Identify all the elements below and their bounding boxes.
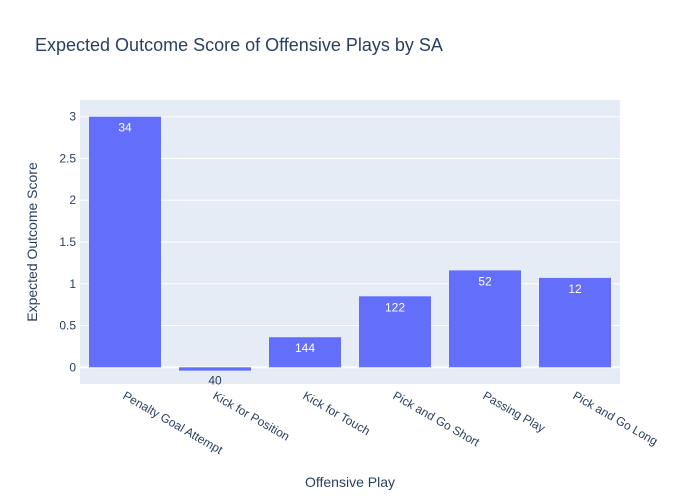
bar[interactable] [449, 270, 521, 368]
x-axis-title: Offensive Play [305, 474, 395, 490]
y-tick-label: 0 [69, 360, 76, 374]
x-tick-label: Passing Play [481, 388, 548, 435]
bar-labels: 34 40 144 122 52 12 [118, 121, 582, 388]
x-tick-label: Pick and Go Short [391, 388, 483, 449]
bar-value-label: 52 [478, 274, 492, 288]
bar[interactable] [179, 367, 251, 371]
bar-value-label: 40 [208, 374, 222, 388]
y-tick-label: 0.5 [59, 319, 76, 333]
y-axis-title: Expected Outcome Score [24, 162, 40, 322]
bar-value-label: 34 [118, 121, 132, 135]
y-axis-ticks: 0 0.5 1 1.5 2 2.5 3 [59, 110, 76, 375]
y-tick-label: 1.5 [59, 235, 76, 249]
bar[interactable] [359, 296, 431, 368]
x-tick-label: Kick for Position [211, 388, 293, 443]
bar-value-label: 144 [295, 341, 315, 355]
bar[interactable] [539, 277, 611, 368]
y-tick-label: 1 [69, 277, 76, 291]
y-tick-label: 2.5 [59, 151, 76, 165]
chart-title: Expected Outcome Score of Offensive Play… [35, 35, 443, 55]
bar[interactable] [269, 337, 341, 368]
bar-value-label: 122 [385, 300, 405, 314]
x-tick-label: Pick and Go Long [571, 388, 661, 448]
bar[interactable] [89, 116, 161, 368]
bars [89, 116, 611, 371]
bar-value-label: 12 [568, 282, 582, 296]
y-tick-label: 2 [69, 193, 76, 207]
gridlines [80, 116, 620, 369]
x-tick-label: Penalty Goal Attempt [121, 388, 226, 457]
x-tick-label: Kick for Touch [301, 388, 373, 438]
y-tick-label: 3 [69, 110, 76, 124]
